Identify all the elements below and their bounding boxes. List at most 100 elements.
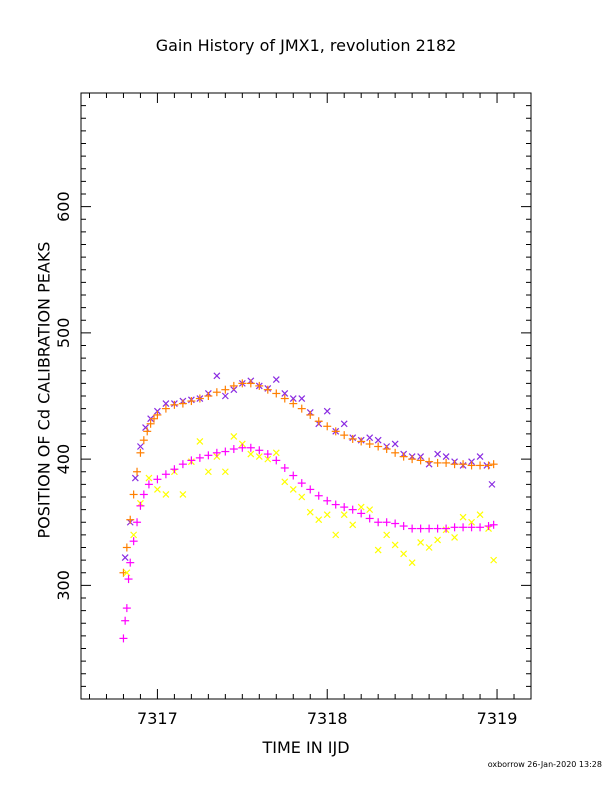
series-2-point	[374, 442, 383, 451]
footer-stamp: oxborrow 26-Jan-2020 13:28	[487, 760, 602, 769]
series-2-point	[272, 389, 281, 398]
series-2-point	[139, 436, 148, 445]
series-4-point	[212, 448, 221, 457]
series-1-point	[488, 480, 496, 488]
series-3-point	[145, 474, 153, 482]
series-3-point	[417, 539, 425, 546]
series-2-point	[204, 392, 213, 400]
series-2-point	[143, 427, 152, 436]
x-tick-label: 7319	[477, 709, 518, 728]
series-4-point	[365, 514, 374, 523]
x-axis-label: TIME IN IJD	[262, 738, 350, 757]
series-1-point	[374, 436, 382, 444]
series-2-point	[314, 417, 323, 426]
series-2-point	[306, 410, 315, 419]
series-4-point	[178, 460, 187, 469]
series-2-point	[263, 385, 272, 394]
series-4-point	[442, 524, 451, 533]
y-tick-label: 500	[54, 318, 73, 349]
series-4-point	[126, 558, 135, 567]
series-4-point	[229, 445, 238, 454]
series-2-point	[126, 515, 135, 524]
series-4-point	[306, 485, 315, 494]
series-1-point	[476, 453, 484, 461]
y-tick-label: 600	[54, 191, 73, 222]
series-1-point	[298, 395, 306, 402]
series-2-point	[161, 404, 170, 413]
series-4-point	[489, 520, 498, 529]
series-2-point	[229, 381, 238, 390]
series-2-point	[255, 381, 264, 390]
series-3-point	[374, 546, 382, 554]
series-1-point	[442, 453, 450, 461]
series-2-point	[146, 419, 155, 428]
series-4-point	[121, 616, 130, 625]
series-4-point	[459, 523, 468, 532]
series-4-point	[133, 518, 142, 527]
series-4-point	[124, 575, 133, 584]
chart-title: Gain History of JMX1, revolution 2182	[155, 36, 457, 55]
series-4-point	[122, 604, 131, 613]
axis-tick-labels: 7317 7318 7319 300 400 500 600	[54, 191, 517, 728]
series-2-point	[442, 458, 451, 467]
series-2-point	[246, 379, 255, 388]
series-2-point	[357, 437, 366, 446]
series-2-point	[221, 385, 230, 394]
series-3-point	[383, 531, 391, 539]
series-1-point	[213, 372, 221, 380]
series-3-point	[323, 511, 331, 519]
series-2-point	[280, 394, 289, 403]
series-4-point	[204, 451, 213, 460]
series-4-point	[170, 465, 179, 474]
series-3-point	[196, 438, 204, 445]
series-3-point	[298, 493, 306, 501]
series-4-point	[255, 446, 264, 455]
series-3-point	[289, 486, 297, 493]
series-3-point	[459, 513, 467, 521]
series-3-point	[400, 550, 408, 558]
series-4-point	[297, 479, 306, 488]
series-4-point	[416, 524, 425, 533]
series-2-point	[467, 461, 476, 470]
series-3-point	[468, 518, 475, 526]
series-2-point	[408, 455, 417, 464]
series-2-point	[450, 460, 459, 469]
series-1-point	[289, 395, 297, 402]
series-4-point	[272, 456, 281, 465]
series-2-point	[391, 448, 400, 457]
y-axis-label: POSITION OF Cd CALIBRATION PEAKS	[34, 241, 54, 539]
series-3-point	[281, 478, 289, 486]
y-tick-label: 400	[54, 444, 73, 475]
series-3-point	[366, 506, 374, 514]
series-2-point	[348, 434, 357, 443]
series-3-point	[221, 468, 229, 476]
series-4-point	[144, 480, 153, 489]
series-4-point	[476, 523, 485, 532]
series-3-point	[255, 453, 263, 461]
series-4-point	[161, 470, 170, 479]
series-4-point	[399, 522, 408, 531]
series-3-point	[357, 503, 365, 511]
series-4-point	[408, 524, 417, 533]
series-2-point	[365, 439, 374, 448]
series-2-point	[340, 431, 349, 440]
series-1-point	[434, 450, 442, 458]
series-4-point	[340, 503, 349, 512]
series-4-point	[391, 519, 400, 528]
series-2-point	[150, 414, 159, 423]
series-4-point	[484, 522, 493, 531]
data-points	[119, 372, 498, 643]
x-tick-label: 7318	[307, 709, 348, 728]
series-1-point	[137, 443, 144, 450]
series-1-point	[323, 407, 331, 415]
series-1-point	[272, 376, 280, 384]
series-2-point	[153, 410, 162, 419]
series-4-point	[246, 443, 255, 452]
series-1-point	[221, 392, 229, 400]
series-4-point	[357, 509, 366, 518]
series-4-point	[433, 524, 442, 533]
series-4-point	[187, 456, 196, 465]
series-4-point	[314, 491, 323, 500]
series-3-point	[391, 541, 399, 549]
